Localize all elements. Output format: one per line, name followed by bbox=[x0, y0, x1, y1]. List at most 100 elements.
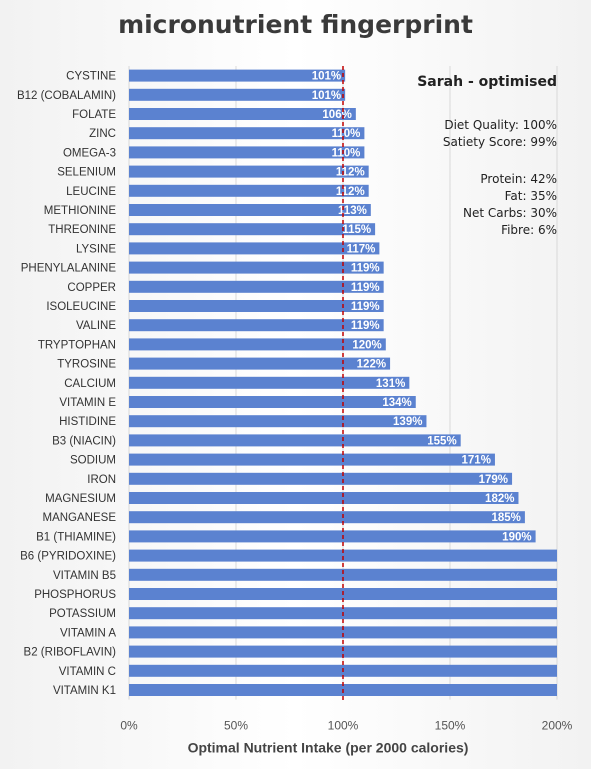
category-label: B1 (THIAMINE) bbox=[36, 531, 116, 543]
annotation-fibre: Fibre: 6% bbox=[501, 223, 557, 237]
data-label: 182% bbox=[485, 493, 514, 505]
data-label: 110% bbox=[332, 147, 361, 159]
bar bbox=[129, 127, 365, 140]
data-label: 179% bbox=[479, 474, 508, 486]
data-label: 119% bbox=[351, 282, 380, 294]
category-label: VITAMIN B5 bbox=[53, 570, 116, 582]
bar bbox=[129, 511, 525, 524]
category-label: POTASSIUM bbox=[49, 608, 116, 620]
category-label: THREONINE bbox=[48, 224, 116, 236]
data-label: 190% bbox=[502, 531, 531, 543]
category-label: TRYPTOPHAN bbox=[38, 339, 116, 351]
data-label: 113% bbox=[338, 205, 367, 217]
data-label: 122% bbox=[357, 359, 386, 371]
data-label: 120% bbox=[352, 339, 381, 351]
category-labels: CYSTINE B12 (COBALAMIN) FOLATE ZINC OMEGA-3 S… bbox=[17, 71, 116, 697]
category-label: OMEGA-3 bbox=[63, 147, 116, 159]
data-label: 185% bbox=[491, 512, 520, 524]
data-label: 131% bbox=[376, 378, 405, 390]
x-axis-title: Optimal Nutrient Intake (per 2000 calori… bbox=[188, 740, 469, 756]
bar bbox=[129, 261, 384, 274]
annotation-fat: Fat: 35% bbox=[504, 189, 557, 203]
category-label: SELENIUM bbox=[57, 167, 116, 179]
x-tick-label: 0% bbox=[120, 719, 138, 733]
data-label: 117% bbox=[347, 243, 376, 255]
bar bbox=[129, 434, 461, 447]
bar bbox=[129, 319, 384, 332]
bar bbox=[129, 549, 557, 562]
data-label: 119% bbox=[351, 301, 380, 313]
data-label: 101% bbox=[312, 90, 341, 102]
bar bbox=[129, 146, 365, 159]
annotation-heading: Sarah - optimised bbox=[417, 74, 557, 90]
category-label: LEUCINE bbox=[66, 186, 116, 198]
bars bbox=[129, 69, 557, 696]
bar bbox=[129, 69, 346, 82]
bar bbox=[129, 280, 384, 293]
category-label: B2 (RIBOFLAVIN) bbox=[24, 647, 117, 659]
bar bbox=[129, 492, 519, 504]
chart-title: micronutrient fingerprint bbox=[118, 10, 473, 39]
bar bbox=[129, 472, 513, 485]
data-label: 112% bbox=[336, 186, 365, 198]
category-label: B3 (NIACIN) bbox=[52, 435, 116, 447]
x-tick-labels: 0% 50% 100% 150% 200% bbox=[120, 719, 572, 733]
category-label: B12 (COBALAMIN) bbox=[17, 90, 116, 102]
data-label: 101% bbox=[312, 71, 341, 83]
data-label: 110% bbox=[332, 128, 361, 140]
bar bbox=[129, 338, 386, 351]
bar bbox=[129, 88, 346, 101]
bar bbox=[129, 645, 557, 658]
bar bbox=[129, 376, 410, 389]
bar bbox=[129, 357, 391, 370]
bar bbox=[129, 568, 557, 581]
category-label: PHENYLALANINE bbox=[21, 263, 117, 275]
category-label: VITAMIN A bbox=[60, 627, 116, 639]
data-label: 115% bbox=[342, 224, 371, 236]
data-label: 171% bbox=[462, 455, 491, 467]
data-label: 134% bbox=[382, 397, 411, 409]
category-label: CALCIUM bbox=[64, 378, 116, 390]
bar bbox=[129, 530, 536, 543]
category-label: MAGNESIUM bbox=[45, 493, 116, 505]
data-label: 119% bbox=[351, 320, 380, 332]
category-label: VITAMIN C bbox=[59, 666, 116, 678]
bar bbox=[129, 626, 557, 639]
category-label: B6 (PYRIDOXINE) bbox=[20, 551, 116, 563]
bar bbox=[129, 223, 376, 236]
category-label: ISOLEUCINE bbox=[46, 301, 116, 313]
category-label: METHIONINE bbox=[44, 205, 117, 217]
x-tick-label: 150% bbox=[435, 719, 466, 733]
bar bbox=[129, 242, 380, 255]
category-label: SODIUM bbox=[70, 455, 116, 467]
data-label: 155% bbox=[427, 435, 456, 447]
bar bbox=[129, 184, 369, 197]
annotation-satiety-score: Satiety Score: 99% bbox=[442, 135, 557, 149]
category-label: LYSINE bbox=[76, 243, 116, 255]
data-label: 139% bbox=[393, 416, 422, 428]
annotation-net-carbs: Net Carbs: 30% bbox=[463, 206, 557, 220]
bar bbox=[129, 396, 416, 408]
bar bbox=[129, 453, 495, 466]
bar bbox=[129, 415, 427, 428]
category-label: CYSTINE bbox=[66, 71, 116, 83]
data-labels: 101% 101% 106% 110% 110% 112% 112% 113% 115% 117%… bbox=[312, 71, 532, 544]
data-label: 119% bbox=[351, 263, 380, 275]
category-label: IRON bbox=[87, 474, 116, 486]
bar bbox=[129, 300, 384, 312]
category-label: ZINC bbox=[89, 128, 116, 140]
category-label: TYROSINE bbox=[57, 359, 116, 371]
bar bbox=[129, 165, 369, 178]
x-tick-label: 50% bbox=[224, 719, 248, 733]
category-label: HISTIDINE bbox=[59, 416, 116, 428]
x-tick-label: 100% bbox=[328, 719, 359, 733]
x-tick-label: 200% bbox=[542, 719, 573, 733]
category-label: VALINE bbox=[76, 320, 116, 332]
annotation-protein: Protein: 42% bbox=[480, 172, 557, 186]
category-label: PHOSPHORUS bbox=[34, 589, 116, 601]
category-label: COPPER bbox=[67, 282, 116, 294]
data-label: 112% bbox=[336, 167, 365, 179]
category-label: MANGANESE bbox=[43, 512, 117, 524]
category-label: VITAMIN K1 bbox=[53, 685, 116, 697]
